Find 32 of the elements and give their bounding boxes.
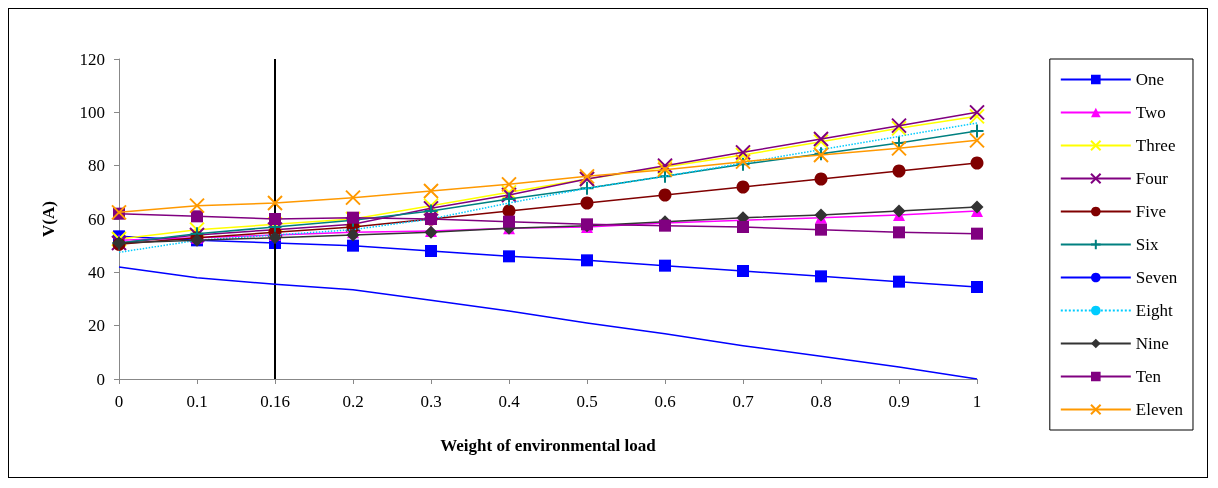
x-tick-label: 0.9 xyxy=(888,392,910,411)
legend-label: Six xyxy=(1135,235,1159,254)
x-tick-label: 1 xyxy=(972,392,982,411)
legend-label: Two xyxy=(1135,103,1166,122)
y-tick-label: 20 xyxy=(88,316,105,336)
x-tick-label: 0.4 xyxy=(498,392,521,411)
legend-label: Seven xyxy=(1135,268,1178,287)
x-tick-label: 0.7 xyxy=(732,392,755,411)
y-tick-label: 60 xyxy=(88,209,105,229)
x-tick-label: 0.1 xyxy=(186,392,208,411)
x-tick-label: 0 xyxy=(114,392,124,411)
x-tick-label: 0.8 xyxy=(810,392,832,411)
y-tick-label: 100 xyxy=(79,102,105,122)
y-tick-label: 40 xyxy=(88,262,105,282)
y-tick-label: 0 xyxy=(96,369,105,389)
legend-label: Five xyxy=(1135,202,1167,221)
legend-label: Ten xyxy=(1135,367,1162,386)
y-tick-label: 80 xyxy=(88,156,105,176)
x-tick-label: 0.2 xyxy=(342,392,364,411)
x-tick-label: 0.6 xyxy=(654,392,676,411)
legend-label: Three xyxy=(1135,136,1176,155)
legend-label: Eight xyxy=(1135,301,1173,320)
legend-label: Four xyxy=(1135,169,1169,188)
x-tick-label: 0.16 xyxy=(260,392,290,411)
x-axis-title: Weight of environmental load xyxy=(440,436,657,455)
y-axis-title: V(A) xyxy=(39,201,58,237)
legend-label: Eleven xyxy=(1135,400,1184,419)
x-tick-label: 0.3 xyxy=(420,392,442,411)
legend-label: Nine xyxy=(1135,334,1169,353)
x-tick-label: 0.5 xyxy=(576,392,598,411)
legend-label: One xyxy=(1135,70,1165,89)
y-tick-label: 120 xyxy=(79,49,105,69)
